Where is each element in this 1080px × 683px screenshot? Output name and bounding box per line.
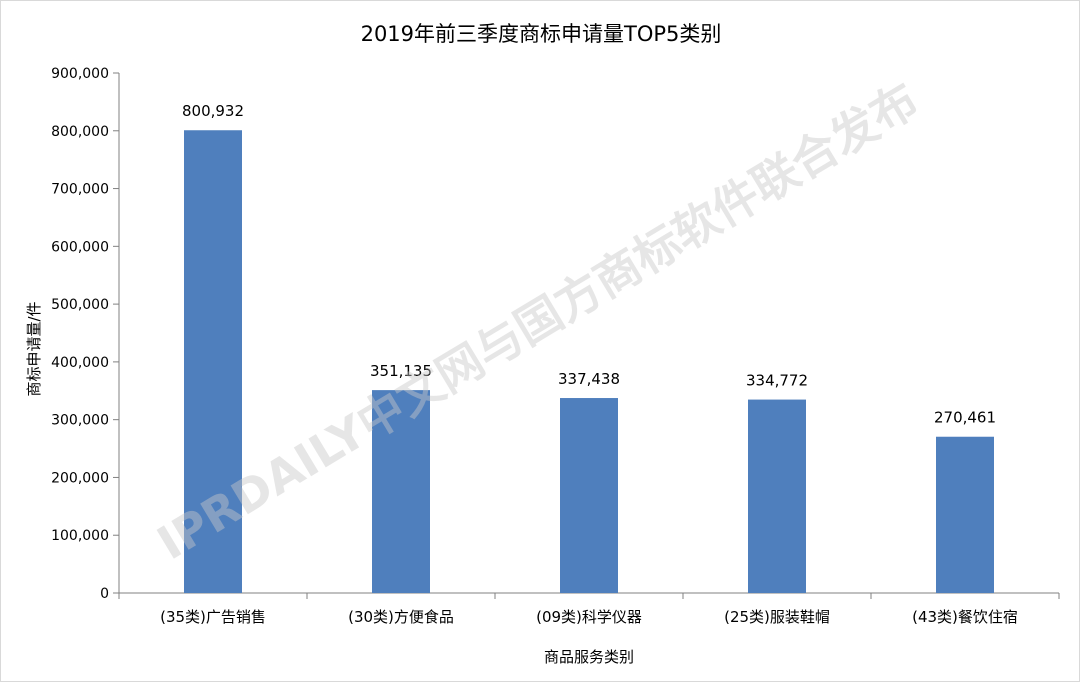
bar: [748, 399, 806, 593]
category-label: (30类)方便食品: [348, 608, 454, 626]
data-label: 334,772: [746, 372, 808, 390]
category-label: (09类)科学仪器: [536, 608, 642, 626]
y-tick-label: 0: [100, 586, 109, 602]
bar: [372, 390, 430, 593]
bar: [936, 436, 994, 593]
category-label: (35类)广告销售: [160, 608, 266, 626]
chart-title: 2019年前三季度商标申请量TOP5类别: [361, 22, 722, 46]
y-tick-label: 500,000: [51, 297, 109, 313]
bars: [184, 130, 994, 593]
y-tick-label: 200,000: [51, 470, 109, 486]
y-tick-label: 900,000: [51, 66, 109, 82]
y-tick-label: 800,000: [51, 124, 109, 140]
data-label: 270,461: [934, 409, 996, 427]
x-axis-title: 商品服务类别: [544, 648, 634, 666]
data-label: 337,438: [558, 370, 620, 388]
data-label: 351,135: [370, 362, 432, 380]
category-label: (25类)服装鞋帽: [724, 608, 830, 626]
y-tick-label: 300,000: [51, 413, 109, 429]
data-labels: 800,932 351,135 337,438 334,772 270,461: [182, 102, 996, 426]
y-axis-title: 商标申请量/件: [25, 301, 43, 396]
y-axis: 0 100,000 200,000 300,000 400,000 500,000 600,…: [51, 66, 120, 602]
category-label: (43类)餐饮住宿: [912, 608, 1018, 626]
data-label: 800,932: [182, 102, 244, 120]
bar: [184, 130, 242, 593]
x-axis: [118, 592, 1060, 599]
y-tick-label: 100,000: [51, 528, 109, 544]
category-labels: (35类)广告销售 (30类)方便食品 (09类)科学仪器 (25类)服装鞋帽 (43类…: [160, 608, 1018, 626]
y-tick-label: 400,000: [51, 355, 109, 371]
y-tick-label: 700,000: [51, 182, 109, 198]
bar: [560, 398, 618, 593]
y-tick-label: 600,000: [51, 239, 109, 255]
watermark: IPRDAILY中文网与国方商标软件联合发布: [148, 72, 927, 570]
